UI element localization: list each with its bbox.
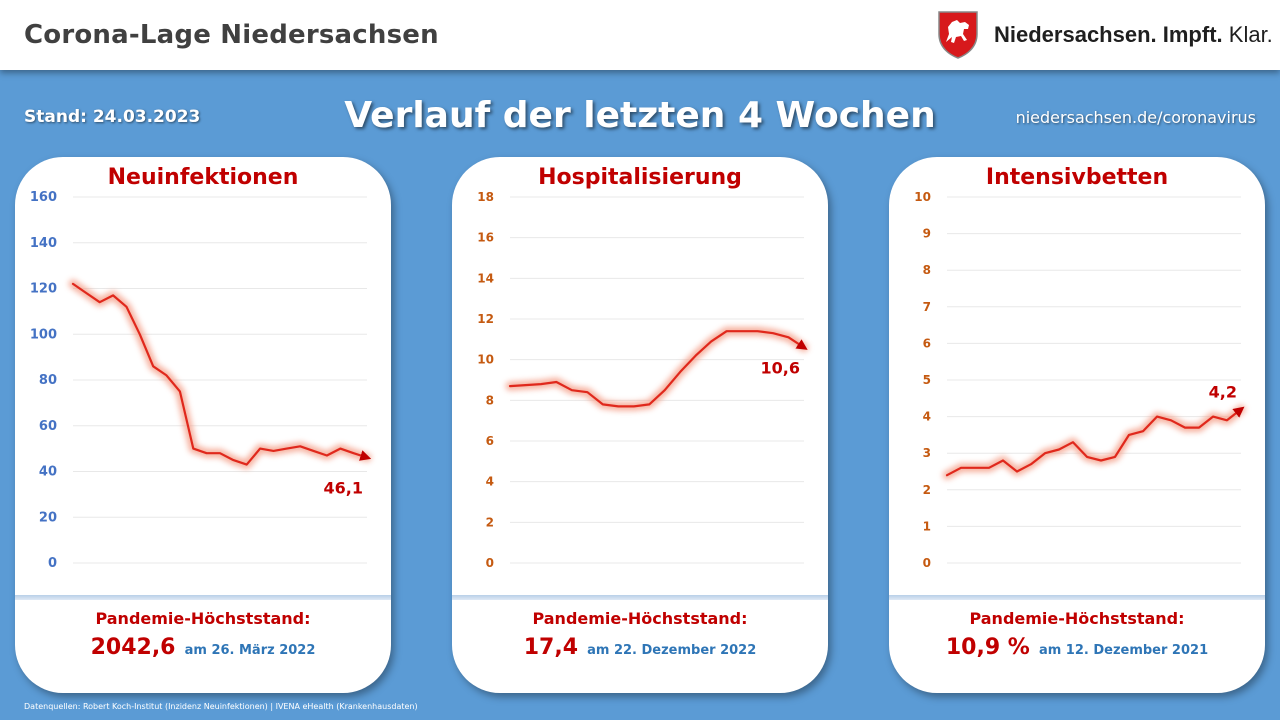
- series-glow: [942, 404, 1246, 480]
- y-tick-label: 100: [30, 327, 57, 342]
- peak-label: Pandemie-Höchststand:: [969, 609, 1185, 628]
- y-tick-label: 160: [30, 190, 57, 205]
- y-tick-label: 1: [923, 519, 931, 533]
- y-tick-label: 9: [923, 227, 931, 241]
- hospitalisierung-chart: 0 2 4 6 8 10 12 14 16 18 10,6: [477, 190, 809, 570]
- data-sources-footer: Datenquellen: Robert Koch-Institut (Inzi…: [24, 702, 418, 711]
- y-tick-label: 12: [477, 312, 494, 326]
- y-tick-label: 4: [486, 475, 494, 489]
- last-value-label: 4,2: [1209, 382, 1237, 401]
- series-glow: [68, 279, 372, 470]
- y-tick-label: 16: [477, 231, 494, 245]
- series-line: [71, 282, 372, 466]
- peak-value: 10,9 %: [945, 635, 1030, 660]
- panel-title: Intensivbetten: [985, 165, 1169, 190]
- peak-label: Pandemie-Höchststand:: [95, 609, 311, 628]
- y-tick-label: 4: [923, 410, 931, 424]
- series-line: [508, 330, 808, 408]
- peak-value: 2042,6: [90, 635, 176, 660]
- y-tick-label: 5: [923, 373, 931, 387]
- page-title: Corona-Lage Niedersachsen: [24, 20, 439, 50]
- panel-neuinfektionen: Neuinfektionen 0 20 40 60 80 100 120 140 160 46,1…: [15, 157, 391, 693]
- series-line: [945, 406, 1245, 477]
- divider: [889, 595, 1265, 600]
- last-value-label: 46,1: [324, 479, 363, 498]
- top-bar: Corona-Lage Niedersachsen Niedersachsen.…: [0, 0, 1280, 70]
- y-tick-label: 6: [486, 434, 494, 448]
- y-tick-label: 140: [30, 236, 57, 251]
- panel-title: Neuinfektionen: [107, 165, 299, 190]
- y-tick-label: 3: [923, 446, 931, 460]
- y-tick-label: 0: [48, 556, 57, 571]
- panel-title: Hospitalisierung: [538, 165, 742, 190]
- neuinfektionen-chart: 0 20 40 60 80 100 120 140 160 46,1: [30, 190, 372, 571]
- y-tick-label: 80: [39, 373, 57, 388]
- logo-bold-text: Niedersachsen. Impft.: [994, 22, 1223, 47]
- y-tick-label: 40: [39, 465, 57, 480]
- headline: Verlauf der letzten 4 Wochen: [344, 95, 936, 136]
- y-tick-label: 0: [486, 556, 494, 570]
- campaign-logo-text: Niedersachsen. Impft. Klar.: [994, 22, 1273, 48]
- y-tick-label: 60: [39, 419, 57, 434]
- peak-date: am 26. März 2022: [184, 643, 316, 658]
- divider: [452, 595, 828, 600]
- last-value-label: 10,6: [761, 358, 800, 377]
- panel-hospitalisierung: Hospitalisierung 0 2 4 6 8 10 12 14 16 18 10,6 Pan…: [452, 157, 828, 693]
- peak-line: 17,4 am 22. Dezember 2022: [452, 635, 828, 660]
- peak-line: 2042,6 am 26. März 2022: [15, 635, 391, 660]
- y-tick-label: 7: [923, 300, 931, 314]
- status-date: Stand: 24.03.2023: [24, 107, 201, 127]
- peak-label: Pandemie-Höchststand:: [532, 609, 748, 628]
- divider: [15, 595, 391, 600]
- peak-line: 10,9 % am 12. Dezember 2021: [889, 635, 1265, 660]
- y-tick-label: 10: [914, 190, 931, 204]
- y-tick-label: 2: [486, 515, 494, 529]
- website-link[interactable]: niedersachsen.de/coronavirus: [1015, 108, 1256, 127]
- y-tick-label: 2: [923, 483, 931, 497]
- peak-date: am 12. Dezember 2021: [1038, 643, 1209, 658]
- intensivbetten-chart: 0 1 2 3 4 5 6 7 8 9 10 4,2: [914, 190, 1246, 570]
- logo-light-text: Klar.: [1228, 22, 1273, 47]
- y-tick-label: 0: [923, 556, 931, 570]
- peak-value: 17,4: [523, 635, 578, 660]
- panel-intensivbetten: Intensivbetten 0 1 2 3 4 5 6 7 8 9 10 4,2 Pandemie-…: [889, 157, 1265, 693]
- y-tick-label: 18: [477, 190, 494, 204]
- y-tick-label: 8: [923, 263, 931, 277]
- horse-crest-logo: [936, 10, 980, 60]
- y-tick-label: 8: [486, 393, 494, 407]
- y-tick-label: 120: [30, 282, 57, 297]
- peak-date: am 22. Dezember 2022: [587, 643, 757, 658]
- y-tick-label: 10: [477, 353, 494, 367]
- y-tick-label: 6: [923, 336, 931, 350]
- y-tick-label: 14: [477, 271, 494, 285]
- y-tick-label: 20: [39, 510, 57, 525]
